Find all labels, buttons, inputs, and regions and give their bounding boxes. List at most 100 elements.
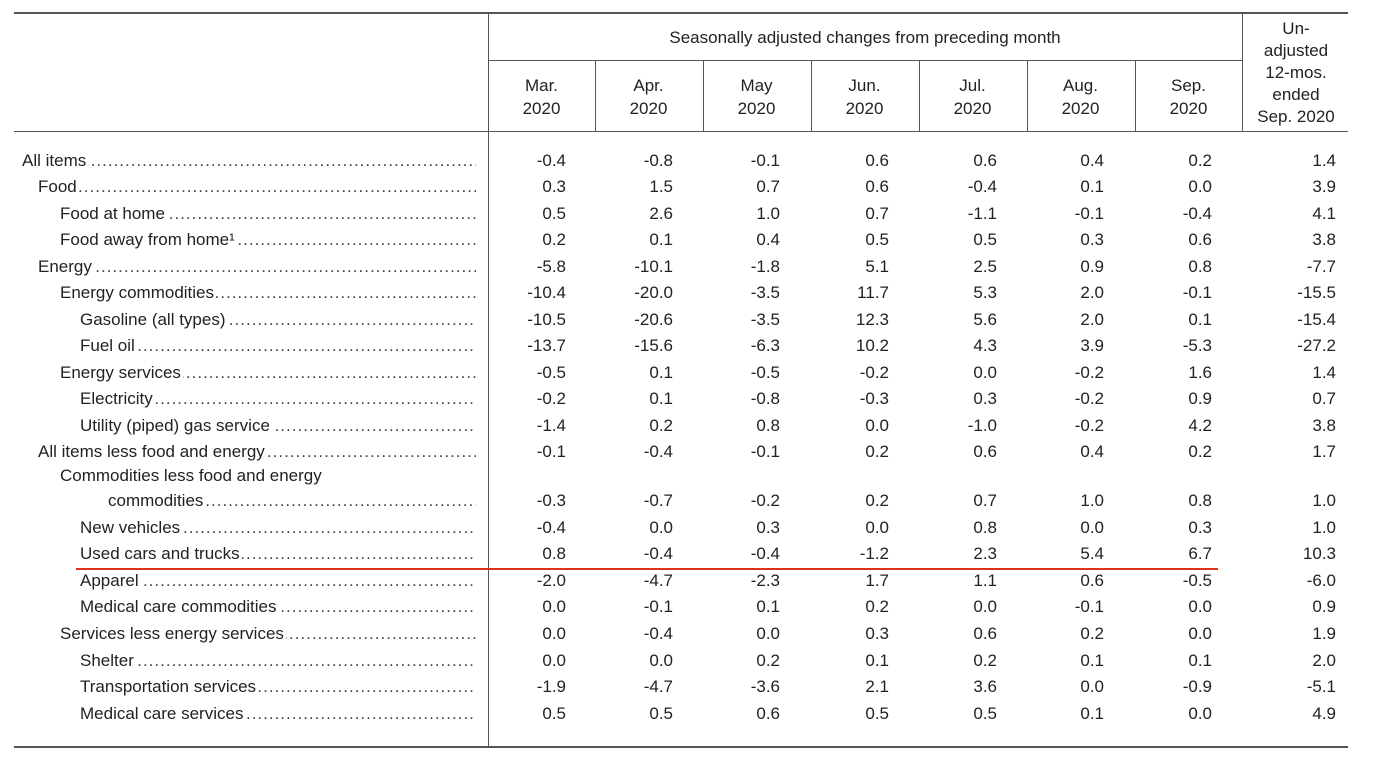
column-header: Jul. 2020 [919, 74, 1026, 120]
col-divider [1027, 60, 1028, 132]
header-bottom-rule [14, 131, 1348, 132]
value-cell: 0.9 [1188, 389, 1212, 408]
unadjusted-value-cell: 3.8 [1312, 230, 1336, 249]
unadjusted-value-cell: -7.7 [1306, 257, 1336, 276]
value-cell: 0.0 [973, 363, 997, 382]
value-cell: 0.5 [973, 704, 997, 723]
column-header: Jun. 2020 [811, 74, 918, 120]
value-cell: 0.2 [1188, 151, 1212, 170]
span-header-rule [488, 60, 1242, 61]
value-cell: 0.2 [756, 651, 780, 670]
value-cell: 1.1 [973, 571, 997, 590]
table-row: ........................................… [14, 594, 1348, 621]
col-divider [811, 60, 812, 132]
row-label-text: commodities [108, 491, 206, 510]
value-cell: 0.6 [1080, 571, 1104, 590]
row-label: Energy [38, 254, 94, 280]
top-rule [14, 12, 1348, 14]
leader-dots: ........................................… [38, 257, 476, 276]
value-cell: 0.1 [649, 230, 673, 249]
table-row: ........................................… [14, 201, 1348, 228]
row-label-text: Shelter [80, 651, 136, 670]
column-header-month: Jul. [959, 76, 986, 95]
row-label: Energy commodities [60, 280, 217, 306]
row-label: Utility (piped) gas service [80, 413, 272, 439]
value-cell: -0.1 [750, 442, 780, 461]
value-cell: 0.5 [865, 704, 889, 723]
value-cell: -0.1 [536, 442, 566, 461]
row-label-text: Utility (piped) gas service [80, 416, 272, 435]
value-cell: -0.5 [536, 363, 566, 382]
value-cell: -0.5 [1182, 571, 1212, 590]
row-label: New vehicles [80, 515, 183, 541]
table-row: ........................................… [14, 280, 1348, 307]
unadjusted-value-cell: 3.8 [1312, 416, 1336, 435]
unadjusted-value-cell: 0.7 [1312, 389, 1336, 408]
value-cell: -0.1 [750, 151, 780, 170]
row-label-text: All items [22, 151, 89, 170]
value-cell: 0.1 [1188, 651, 1212, 670]
unadjusted-line: Un- [1282, 19, 1310, 38]
value-cell: 10.2 [855, 336, 889, 355]
column-header: Apr. 2020 [595, 74, 702, 120]
column-header-year: 2020 [845, 99, 884, 118]
value-cell: 2.0 [1080, 310, 1104, 329]
row-label-text: Food at home [60, 204, 167, 223]
col-divider [919, 60, 920, 132]
value-cell: -10.5 [527, 310, 566, 329]
row-label: All items less food and energy [38, 439, 267, 465]
value-cell: 2.0 [1080, 283, 1104, 302]
value-cell: 0.0 [1188, 704, 1212, 723]
value-cell: 0.7 [973, 491, 997, 510]
row-label-text: Medical care commodities [80, 597, 279, 616]
value-cell: 0.9 [1080, 257, 1104, 276]
value-cell: 0.5 [542, 704, 566, 723]
row-label-text: Energy [38, 257, 94, 276]
row-label-text: Gasoline (all types) [80, 310, 228, 329]
row-label: Fuel oil [80, 333, 137, 359]
value-cell: 0.2 [973, 651, 997, 670]
value-cell: 0.0 [1188, 177, 1212, 196]
unadjusted-value-cell: 10.3 [1302, 544, 1336, 563]
value-cell: 2.5 [973, 257, 997, 276]
value-cell: 0.3 [1080, 230, 1104, 249]
value-cell: 2.3 [973, 544, 997, 563]
value-cell: 0.2 [542, 230, 566, 249]
value-cell: 0.8 [1188, 257, 1212, 276]
value-cell: 0.0 [1188, 597, 1212, 616]
row-label: Used cars and trucks [80, 541, 242, 567]
value-cell: -0.9 [1182, 677, 1212, 696]
value-cell: -5.8 [536, 257, 566, 276]
unadjusted-value-cell: -15.5 [1297, 283, 1336, 302]
column-header-month: Sep. [1171, 76, 1206, 95]
value-cell: 0.4 [1080, 151, 1104, 170]
value-cell: 1.7 [865, 571, 889, 590]
column-header-month: Jun. [848, 76, 881, 95]
value-cell: 0.7 [756, 177, 780, 196]
span-header-title: Seasonally adjusted changes from precedi… [669, 28, 1061, 47]
row-label-text: Transportation services [80, 677, 259, 696]
value-cell: 0.6 [973, 151, 997, 170]
leader-dots: ........................................… [80, 571, 476, 590]
value-cell: 0.3 [542, 177, 566, 196]
value-cell: 5.3 [973, 283, 997, 302]
value-cell: -4.7 [643, 677, 673, 696]
value-cell: 0.8 [542, 544, 566, 563]
value-cell: 0.2 [649, 416, 673, 435]
table-row: ........................................… [14, 621, 1348, 648]
value-cell: 0.0 [542, 624, 566, 643]
value-cell: -0.7 [643, 491, 673, 510]
value-cell: 0.5 [649, 704, 673, 723]
table-row: ........................................… [14, 333, 1348, 360]
col-divider [703, 60, 704, 132]
value-cell: -0.4 [536, 151, 566, 170]
unadjusted-value-cell: 1.9 [1312, 624, 1336, 643]
value-cell: 0.3 [865, 624, 889, 643]
leader-dots: ........................................… [80, 651, 476, 670]
value-cell: 0.0 [865, 416, 889, 435]
unadjusted-value-cell: -15.4 [1297, 310, 1336, 329]
column-header-month: Aug. [1063, 76, 1098, 95]
unadjusted-value-cell: 3.9 [1312, 177, 1336, 196]
value-cell: 0.7 [865, 204, 889, 223]
column-header: May 2020 [703, 74, 810, 120]
